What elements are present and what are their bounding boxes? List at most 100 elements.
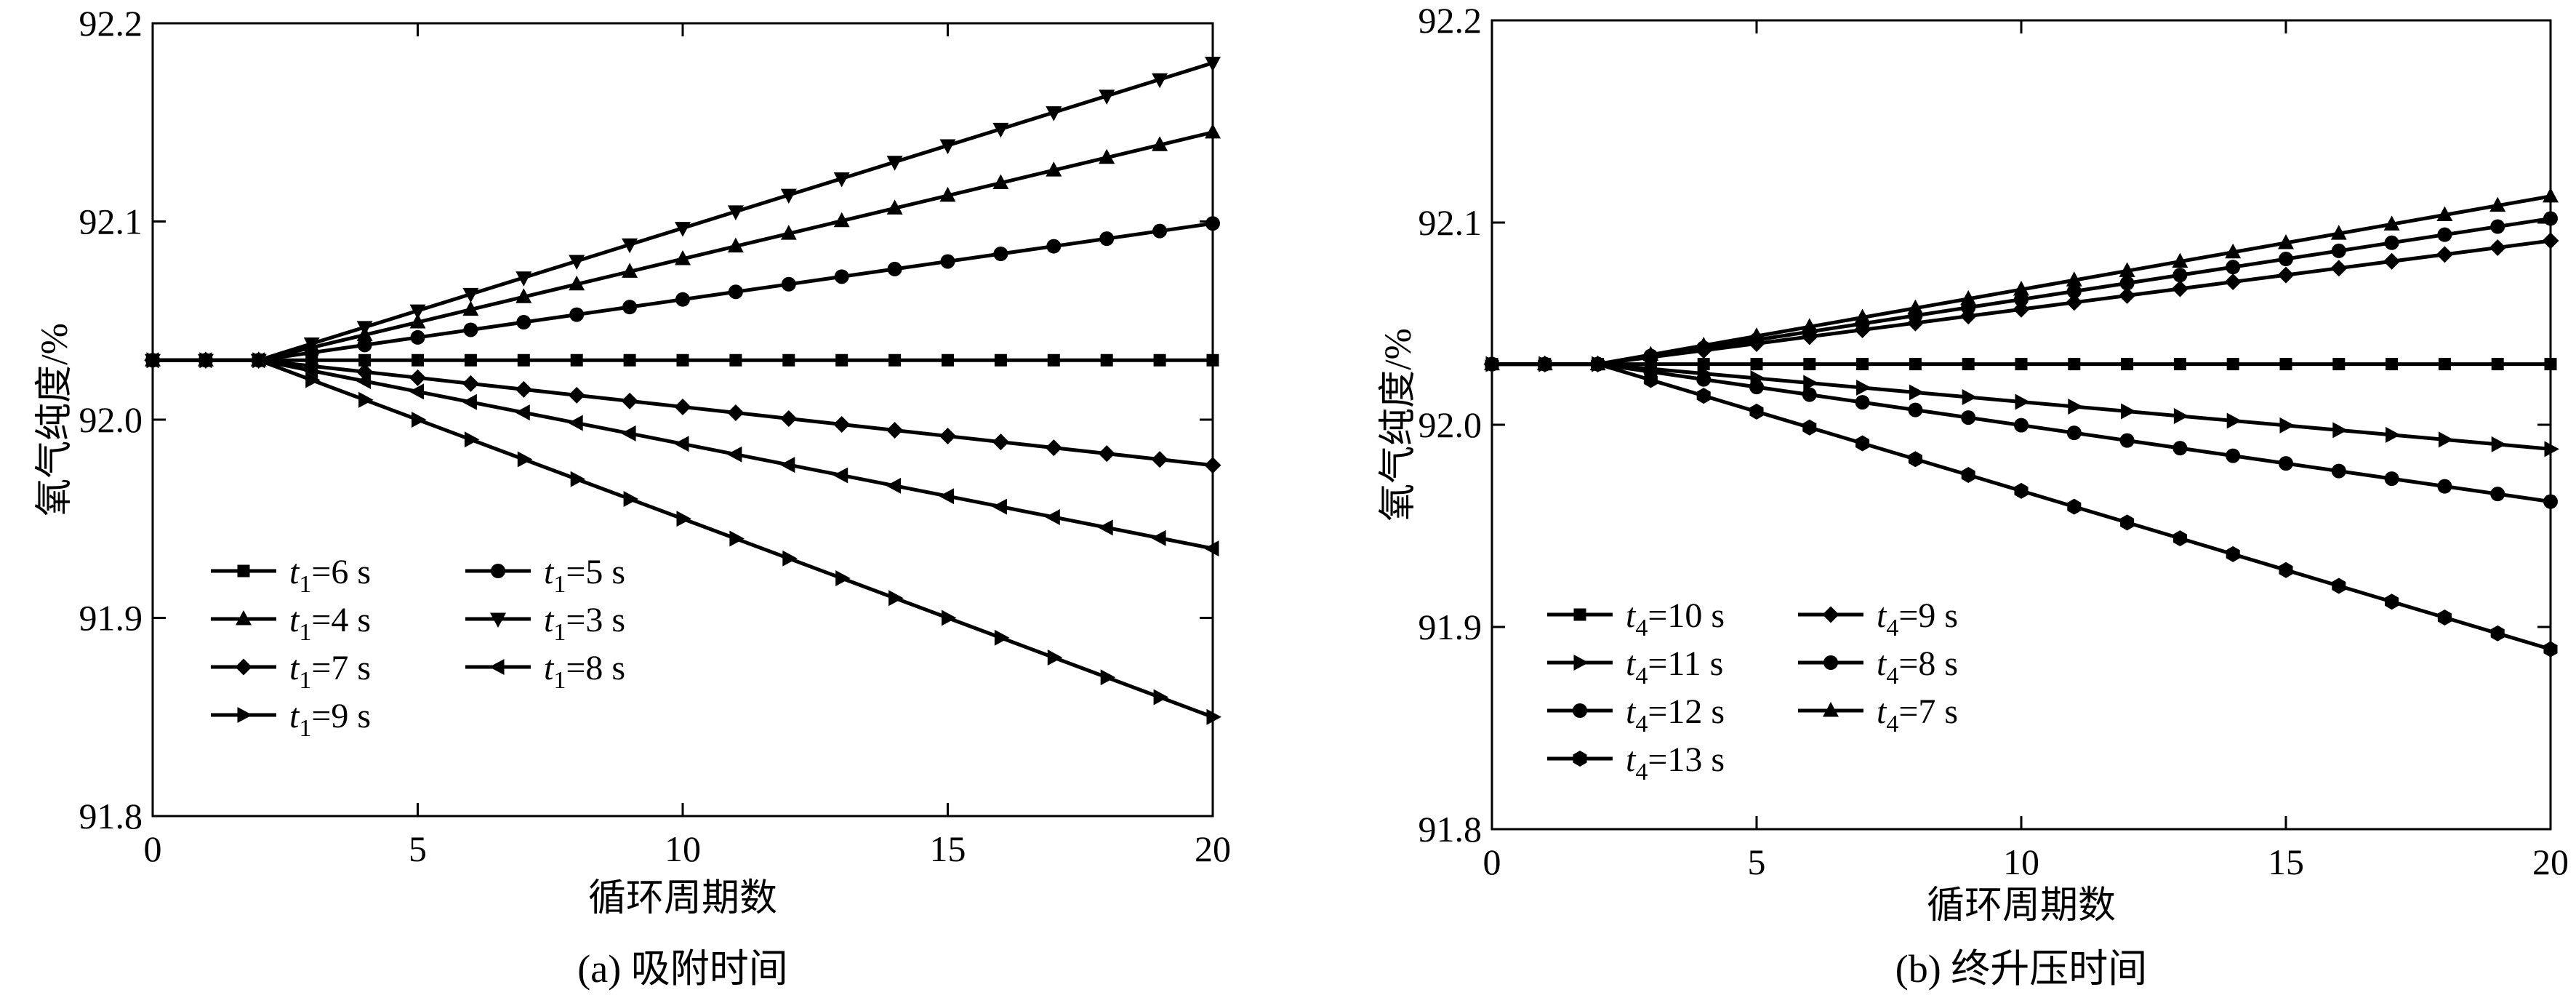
data-point [1960, 289, 1977, 305]
data-point [886, 156, 903, 171]
data-point [2383, 252, 2401, 270]
data-point [2436, 246, 2453, 263]
data-point [675, 292, 690, 307]
data-point [517, 451, 533, 468]
data-point [2119, 287, 2136, 304]
legend-label: t1=9 s [289, 697, 371, 742]
legend-label: t4=11 s [1626, 644, 1723, 690]
x-axis-label: 循环周期数 [1927, 885, 2116, 927]
data-point [888, 353, 902, 367]
data-point [2277, 266, 2295, 284]
data-point [2438, 431, 2454, 448]
data-point [1589, 355, 1606, 371]
data-point [1909, 358, 1922, 371]
data-point [835, 353, 848, 367]
data-point [1046, 106, 1062, 121]
data-point [568, 386, 585, 404]
data-point [888, 590, 904, 607]
data-point [2068, 358, 2081, 371]
data-point [2386, 358, 2399, 371]
data-point [2489, 196, 2506, 212]
legend-marker [490, 612, 506, 628]
data-point [1909, 384, 1925, 401]
x-tick-label: 5 [1748, 842, 1766, 882]
data-point [2226, 358, 2239, 371]
charts-root: 0 5 10 15 20 91.8 91.9 92.0 92.1 92.2 循环周期数 氧气纯度/% (… [34, 0, 2569, 991]
legend-item: t1=5 s [465, 553, 625, 598]
data-point [412, 412, 427, 428]
data-point [515, 380, 532, 398]
data-point [2332, 578, 2346, 594]
legend-item: t1=4 s [211, 601, 371, 646]
data-point [2279, 562, 2293, 578]
data-point [939, 186, 956, 202]
data-point [621, 392, 638, 409]
data-point [1152, 136, 1168, 151]
data-point [2119, 262, 2135, 277]
data-point [2066, 294, 2083, 311]
legend-item: t1=8 s [465, 649, 625, 694]
data-point [462, 287, 479, 303]
x-tick-label: 5 [409, 828, 427, 869]
data-point [412, 353, 424, 367]
data-point [569, 307, 585, 322]
data-point [2331, 463, 2346, 479]
data-point [1047, 650, 1063, 666]
data-point [1206, 708, 1221, 725]
legend: t1=6 st1=4 st1=7 st1=9 s t1=5 st1=3 st1=8… [211, 553, 625, 742]
data-point [1696, 336, 1712, 352]
x-tick-label: 10 [665, 828, 701, 869]
legend: t4=10 st4=11 st4=12 st4=13 s t4=9 st4=8 s… [1547, 596, 1958, 786]
legend-marker [237, 564, 250, 578]
data-point [1100, 669, 1116, 686]
legend-item: t4=8 s [1798, 644, 1958, 690]
data-point [1908, 402, 1923, 417]
data-point [515, 271, 532, 287]
figure-caption: (a) 吸附时间 [577, 947, 787, 991]
legend-marker [235, 658, 252, 676]
data-point [2491, 436, 2507, 452]
legend-item: t1=6 s [211, 553, 371, 598]
data-point [1046, 161, 1062, 177]
data-point [887, 261, 902, 276]
data-point [1749, 403, 1764, 420]
data-point [674, 398, 691, 415]
y-tick-label: 92.2 [79, 3, 143, 44]
data-point [1961, 410, 1976, 425]
x-tick-label: 0 [144, 828, 162, 869]
data-point [2490, 487, 2505, 502]
data-point [1801, 318, 1818, 333]
data-point [2013, 281, 2029, 296]
x-axis-label: 循环周期数 [588, 878, 777, 919]
data-point [2173, 358, 2186, 371]
data-point [834, 269, 849, 284]
y-tick-label: 91.8 [79, 796, 143, 836]
data-point [1098, 519, 1113, 536]
data-point [833, 172, 850, 188]
data-point [782, 550, 798, 567]
data-point [2014, 482, 2029, 499]
y-tick-label: 91.8 [1419, 809, 1482, 850]
data-point [2172, 441, 2188, 456]
data-point [994, 353, 1007, 367]
data-point [2015, 358, 2028, 371]
y-tick-label: 91.9 [79, 598, 143, 639]
data-point [2121, 358, 2134, 371]
data-point [676, 353, 689, 367]
data-point [303, 337, 320, 353]
legend-label: t4=7 s [1877, 692, 1958, 738]
chart-panel-b: 0 5 10 15 20 91.8 91.9 92.0 92.1 92.2 循环周期数 氧气纯度/% (… [1378, 0, 2569, 991]
data-point [1750, 358, 1763, 371]
data-point [623, 353, 636, 367]
data-point [2066, 425, 2082, 441]
data-point [2490, 219, 2505, 234]
data-point [1045, 508, 1060, 525]
legend-label: t1=4 s [289, 601, 371, 646]
data-point [621, 425, 636, 441]
legend-item: t4=7 s [1798, 692, 1958, 738]
data-point [940, 254, 955, 269]
data-point [939, 139, 956, 155]
y-tick-label: 92.1 [1419, 202, 1482, 243]
legend-item: t1=9 s [211, 697, 371, 742]
legend-marker [489, 659, 505, 675]
